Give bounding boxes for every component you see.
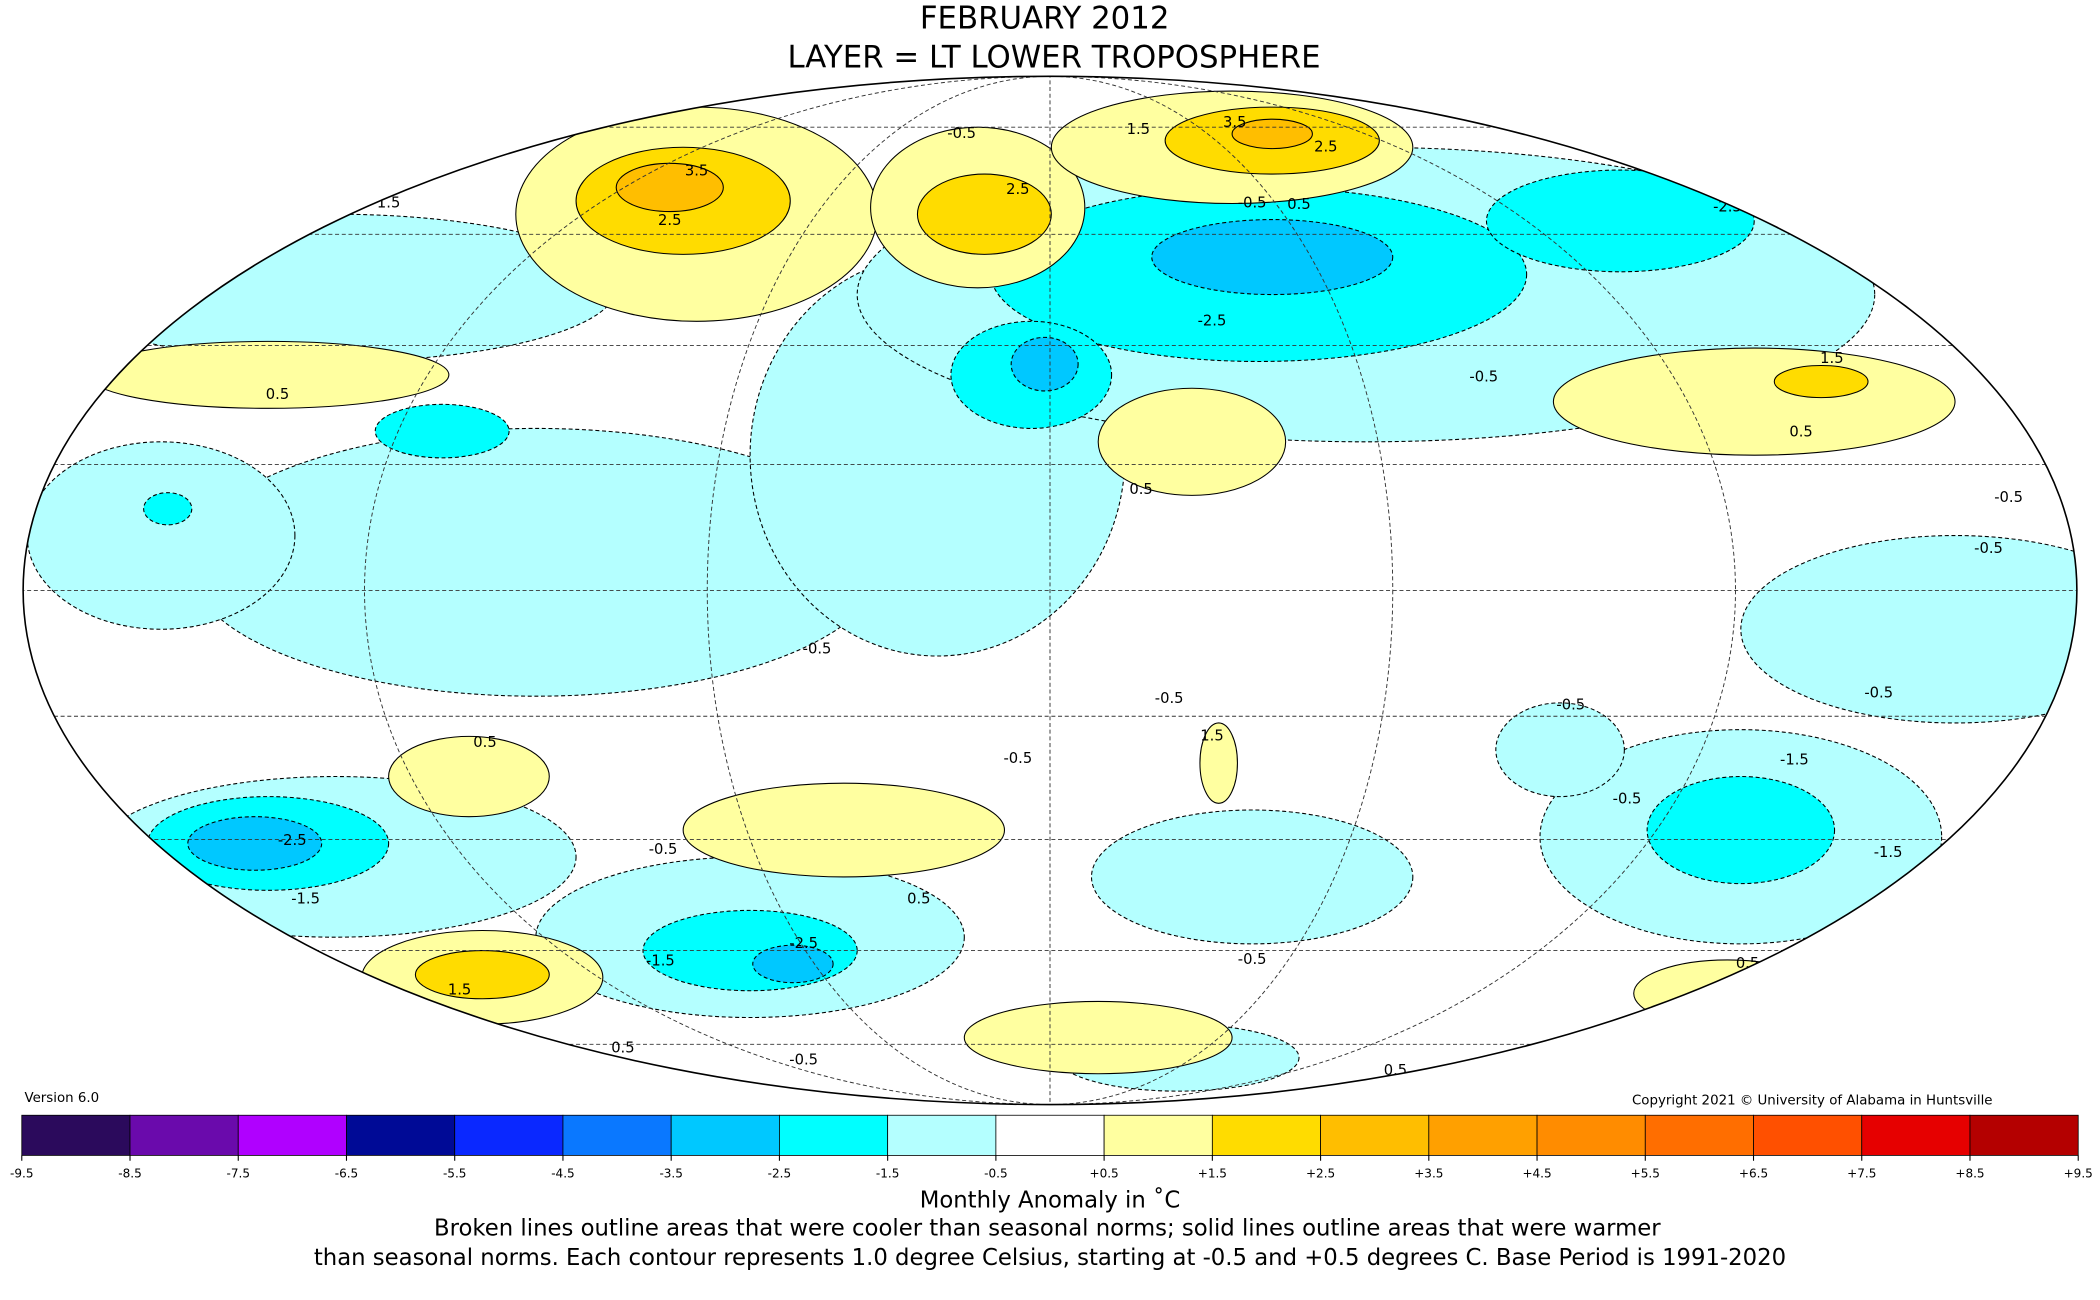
contour-label: -1.5 <box>291 891 320 908</box>
colorbar-bin <box>1536 1114 1646 1156</box>
colorbar-bin <box>1861 1114 1971 1156</box>
colorbar-tick-label: +1.5 <box>1198 1167 1227 1181</box>
contour-label: 3.5 <box>685 162 708 179</box>
contour-label: 0.5 <box>1789 423 1812 440</box>
colorbar-tick-label: +2.5 <box>1306 1167 1335 1181</box>
colorbar-tick-label: -6.5 <box>335 1167 358 1181</box>
contour-label: -0.5 <box>1155 690 1184 707</box>
contour-label: 0.5 <box>1287 196 1310 213</box>
colorbar-tick-label: +9.5 <box>2064 1167 2093 1181</box>
contour-label: 0.5 <box>907 891 930 908</box>
contour-label: -0.5 <box>1864 685 1893 702</box>
contour-label: 0.5 <box>1129 481 1152 498</box>
colorbar-tick-label: -5.5 <box>443 1167 466 1181</box>
contour-label: -0.5 <box>789 1051 818 1068</box>
contour-label: 2.5 <box>1314 138 1337 155</box>
contour-label: -0.5 <box>1974 540 2003 557</box>
contour-label: 1.5 <box>448 982 471 999</box>
contour-label: -0.5 <box>1613 790 1642 807</box>
contour-label: -1.5 <box>1874 844 1903 861</box>
contour-label: -1.5 <box>1780 751 1809 768</box>
colorbar-tick-label: +5.5 <box>1631 1167 1660 1181</box>
colorbar-bin <box>1644 1114 1754 1156</box>
colorbar-bin <box>237 1114 347 1156</box>
contour-label: 1.5 <box>1820 350 1843 367</box>
contour-label: 0.5 <box>611 1039 634 1056</box>
colorbar-bin <box>670 1114 780 1156</box>
colorbar-tick-label: +8.5 <box>1955 1167 1984 1181</box>
colorbar-label: Monthly Anomaly in ˚C <box>920 1186 1181 1213</box>
contour-label: -1.5 <box>646 952 675 969</box>
colorbar-bin <box>1103 1114 1213 1156</box>
colorbar-bin <box>1753 1114 1863 1156</box>
colorbar-tick-label: -9.5 <box>10 1167 33 1181</box>
globe-outline <box>22 75 2078 1106</box>
colorbar-tick-label: -2.5 <box>768 1167 791 1181</box>
colorbar-bin <box>887 1114 997 1156</box>
colorbar-bin <box>1211 1114 1321 1156</box>
contour-label: 3.5 <box>1223 114 1246 131</box>
colorbar-bin <box>1428 1114 1538 1156</box>
contour-label: -2.5 <box>1198 312 1227 329</box>
footnote: than seasonal norms. Each contour repres… <box>314 1245 1786 1271</box>
footnote: Broken lines outline areas that were coo… <box>434 1216 1661 1242</box>
contour-label: -0.5 <box>1994 489 2023 506</box>
contour-label: 1.5 <box>1127 121 1150 138</box>
contour-label: 2.5 <box>658 212 681 229</box>
contour-label: 0.5 <box>473 734 496 751</box>
contour-label: 2.5 <box>1006 181 1029 198</box>
title: LAYER = LT LOWER TROPOSPHERE <box>787 39 1320 75</box>
colorbar-bin <box>346 1114 456 1156</box>
colorbar-bin <box>21 1114 131 1156</box>
contour-label: -0.5 <box>1469 369 1498 386</box>
contour-label: -0.5 <box>947 125 976 142</box>
contour-label: 0.5 <box>266 386 289 403</box>
contour-label: -2.5 <box>789 935 818 952</box>
contour-label: -0.5 <box>1004 750 1033 767</box>
contour-label: -0.5 <box>1238 951 1267 968</box>
orange-areas <box>615 118 1313 213</box>
contour-label: -0.5 <box>803 640 832 657</box>
colorbar-tick-label: +4.5 <box>1522 1167 1551 1181</box>
colorbar-tick-label: -4.5 <box>551 1167 574 1181</box>
colorbar-tick-label: +7.5 <box>1847 1167 1876 1181</box>
colorbar-bin <box>562 1114 672 1156</box>
colorbar-tick-label: +3.5 <box>1414 1167 1443 1181</box>
colorbar-tick-label: -7.5 <box>227 1167 250 1181</box>
colorbar: -9.5 -8.5 -7.5 -6.5 -5.5 -4.5 -3.5 -2.5 -1.5 -0.5… <box>10 1114 2093 1181</box>
colorbar-bin <box>779 1114 889 1156</box>
contour-label: -0.5 <box>649 841 678 858</box>
colorbar-tick-label: +6.5 <box>1739 1167 1768 1181</box>
contour-label: -0.5 <box>1238 195 1267 212</box>
colorbar-bin <box>454 1114 564 1156</box>
version: Version 6.0 <box>24 1091 99 1106</box>
contour-label: -2.5 <box>278 832 307 849</box>
colorbar-tick-label: -3.5 <box>659 1167 682 1181</box>
contour-label: -2.5 <box>1713 199 1742 216</box>
colorbar-tick-label: +0.5 <box>1090 1167 1119 1181</box>
colorbar-tick-label: -1.5 <box>876 1167 899 1181</box>
copyright: Copyright 2021 © University of Alabama i… <box>1632 1094 1993 1109</box>
contour-label: -0.5 <box>1556 697 1585 714</box>
blue-areas <box>187 219 1394 984</box>
title: FEBRUARY 2012 <box>920 1 1170 37</box>
contour-label: 1.5 <box>1200 727 1223 744</box>
colorbar-tick-label: -8.5 <box>118 1167 141 1181</box>
colorbar-bin <box>995 1114 1105 1156</box>
colorbar-bin <box>1320 1114 1430 1156</box>
map: 3.5 2.5 2.5 1.5 3.5 2.5 -0.5 0.5 -0.5 1.5 -2.5 0.5 -… <box>23 76 2077 1105</box>
colorbar-tick-label: -0.5 <box>984 1167 1007 1181</box>
colorbar-bin <box>1969 1114 2079 1156</box>
colorbar-bin <box>129 1114 239 1156</box>
